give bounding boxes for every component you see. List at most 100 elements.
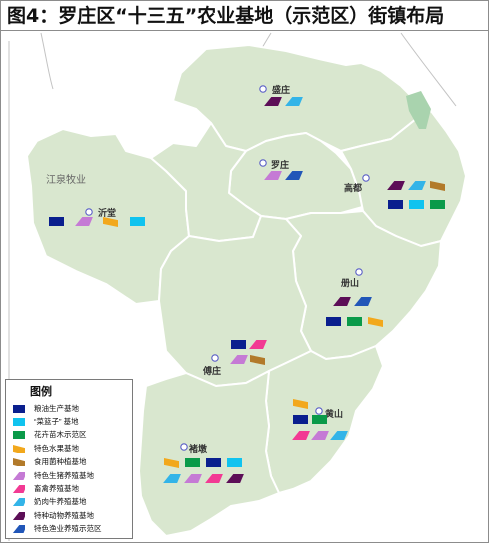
purple-base-symbol (264, 97, 282, 106)
legend-label: 食用菌种植基地 (34, 457, 87, 467)
town-label-shengzhuang: 盛庄 (272, 84, 290, 96)
green-base-symbol (347, 317, 362, 326)
purple-base-symbol (387, 181, 405, 190)
legend-item-brown: 食用菌种植基地 (12, 456, 87, 468)
legend-item-green: 花卉苗木示范区 (12, 429, 87, 441)
navy-base-symbol (206, 458, 221, 467)
violet-base-symbol (184, 474, 202, 483)
legend-swatch-brown (13, 458, 25, 467)
orange-base-symbol (368, 317, 383, 327)
town-marker-shengzhuang (259, 85, 267, 93)
cyan-base-symbol (227, 458, 242, 467)
orange-base-symbol (103, 217, 118, 227)
purple-base-symbol (333, 297, 351, 306)
legend-swatch-sky (12, 498, 25, 507)
legend-item-navy: 粮油生产基地 (12, 402, 79, 414)
town-label-gaodu: 高都 (344, 182, 362, 194)
legend-item-blue: 特色渔业养殖示范区 (12, 523, 102, 535)
violet-base-symbol (12, 471, 25, 480)
brown-base-symbol (430, 181, 445, 191)
legend-label: 花卉苗木示范区 (34, 430, 87, 440)
district-chudun (138, 370, 280, 537)
town-marker-gaodu (362, 174, 370, 182)
cyan-base-symbol (409, 200, 424, 209)
legend-swatch-violet (12, 471, 25, 480)
orange-base-symbol (164, 458, 179, 468)
legend-label: 特种动物养殖基地 (34, 510, 94, 520)
district-gaodu (340, 110, 467, 247)
navy-base-symbol (293, 415, 308, 424)
legend-swatch-pink (12, 484, 25, 493)
purple-base-symbol (12, 511, 25, 520)
sky-base-symbol (408, 181, 426, 190)
town-marker-luozhuang (259, 159, 267, 167)
legend-item-orange: 特色水果基地 (12, 442, 79, 454)
figure-title: 图4：罗庄区“十三五”农业基地（示范区）街镇布局 (1, 1, 488, 31)
orange-base-symbol (293, 399, 308, 409)
green-base-symbol (430, 200, 445, 209)
town-marker-fuzhuang (211, 354, 219, 362)
river (406, 91, 431, 129)
violet-base-symbol (230, 355, 248, 364)
legend-item-pink: 畜禽养殖基地 (12, 482, 79, 494)
orange-base-symbol (13, 444, 25, 453)
town-label-luozhuang: 罗庄 (271, 159, 289, 171)
town-districts (26, 44, 467, 537)
violet-base-symbol (75, 217, 93, 226)
legend-label: 特色水果基地 (34, 443, 79, 453)
pink-base-symbol (12, 484, 25, 493)
navy-base-symbol (388, 200, 403, 209)
town-marker-ceshan (355, 268, 363, 276)
cyan-base-symbol (13, 417, 25, 426)
navy-base-symbol (231, 340, 246, 349)
green-base-symbol (13, 431, 25, 440)
legend-label: 畜禽养殖基地 (34, 483, 79, 493)
blue-base-symbol (285, 171, 303, 180)
legend-item-cyan: “菜篮子” 基地 (12, 415, 79, 427)
legend-label: 特色渔业养殖示范区 (34, 524, 102, 534)
legend-label: “菜篮子” 基地 (34, 416, 79, 426)
town-label-huangshan: 黄山 (325, 408, 343, 420)
purple-base-symbol (226, 474, 244, 483)
map-legend: 图例 粮油生产基地 “菜篮子” 基地 花卉苗木示范区 特色水果基地 食用菌种植基地 特色生… (5, 379, 133, 539)
town-label-chudun: 褚墩 (188, 443, 208, 455)
district-central (150, 122, 262, 242)
brown-base-symbol (13, 458, 25, 467)
legend-swatch-navy (13, 404, 25, 413)
legend-swatch-cyan (13, 417, 25, 426)
legend-title: 图例 (30, 386, 52, 398)
pink-base-symbol (205, 474, 223, 483)
town-marker-huangshan (315, 407, 323, 415)
navy-base-symbol (326, 317, 341, 326)
legend-swatch-blue (12, 525, 25, 534)
violet-base-symbol (264, 171, 282, 180)
town-label-ceshan: 册山 (341, 277, 359, 289)
legend-label: 特色生猪养殖基地 (34, 470, 94, 480)
violet-base-symbol (311, 431, 329, 440)
pink-base-symbol (249, 340, 267, 349)
sky-base-symbol (12, 498, 25, 507)
legend-label: 奶肉牛养殖基地 (34, 497, 87, 507)
blue-base-symbol (354, 297, 372, 306)
legend-swatch-purple (12, 511, 25, 520)
legend-swatch-orange (13, 444, 25, 453)
cyan-base-symbol (130, 217, 145, 226)
sky-base-symbol (163, 474, 181, 483)
brown-base-symbol (250, 355, 265, 365)
neighbor-label: 江泉牧业 (46, 173, 86, 186)
sky-base-symbol (285, 97, 303, 106)
legend-item-violet: 特色生猪养殖基地 (12, 469, 94, 481)
town-markers (85, 85, 370, 451)
legend-swatch-green (13, 431, 25, 440)
town-label-yitang: 沂堂 (98, 207, 116, 219)
pink-base-symbol (292, 431, 310, 440)
town-marker-chudun (180, 443, 188, 451)
green-base-symbol (312, 415, 327, 424)
blue-base-symbol (12, 525, 25, 534)
legend-item-purple: 特种动物养殖基地 (12, 509, 94, 521)
legend-label: 粮油生产基地 (34, 403, 79, 413)
town-label-fuzhuang: 傅庄 (202, 365, 221, 377)
